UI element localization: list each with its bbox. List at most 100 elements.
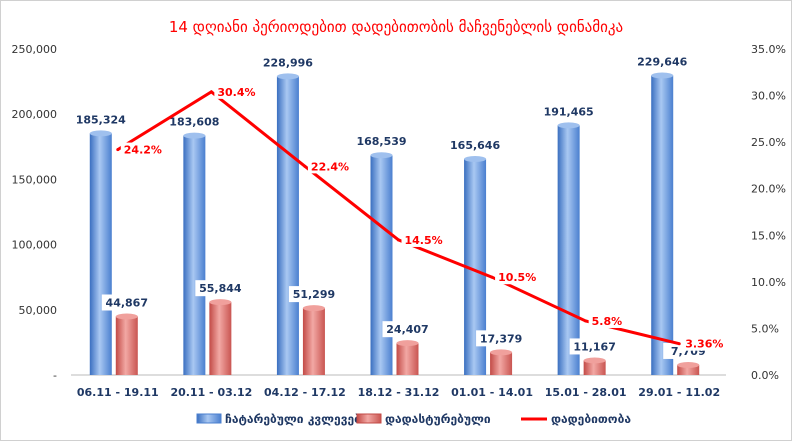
x-tick-label: 18.12 - 31.12 xyxy=(358,386,440,399)
bar-cap xyxy=(276,73,299,80)
data-label-bg xyxy=(307,159,348,174)
positivity-point xyxy=(209,90,213,94)
x-tick-label: 29.01 - 11.02 xyxy=(638,386,720,399)
data-label-bg xyxy=(262,54,313,71)
bar-cap xyxy=(115,313,138,320)
bar-confirmed xyxy=(396,343,419,375)
positivity-point xyxy=(303,164,307,168)
data-label-confirmed: 17,379 xyxy=(480,332,522,345)
y-right-tick-label: 5.0% xyxy=(751,322,779,335)
data-label-tests: 229,646 xyxy=(637,56,687,69)
data-label-positivity: 5.8% xyxy=(592,315,623,328)
data-label-confirmed: 51,299 xyxy=(293,288,335,301)
data-label-bg xyxy=(588,313,629,328)
data-label-bg xyxy=(543,103,594,120)
y-left-tick-label: 100,000 xyxy=(12,239,58,252)
bar-cap xyxy=(209,299,232,306)
y-left-tick-label: 250,000 xyxy=(12,43,58,56)
positivity-point xyxy=(490,275,494,279)
data-label-tests: 165,646 xyxy=(450,139,500,152)
data-label-confirmed: 24,407 xyxy=(386,323,428,336)
bar-cap xyxy=(490,349,513,356)
x-tick-label: 04.12 - 17.12 xyxy=(264,386,346,399)
data-label-positivity: 22.4% xyxy=(311,160,349,173)
data-label-bg xyxy=(214,84,255,99)
positivity-point xyxy=(116,148,120,152)
data-label-tests: 191,465 xyxy=(544,105,594,118)
data-label-tests: 168,539 xyxy=(356,135,406,148)
bar-tests xyxy=(557,125,580,375)
data-label-bg xyxy=(195,280,246,297)
y-left-tick-label: 150,000 xyxy=(12,173,58,186)
y-right-tick-label: 10.0% xyxy=(751,276,786,289)
bar-cap xyxy=(89,130,112,137)
legend-label-tests: ჩატარებული კვლევები xyxy=(225,412,368,426)
y-right-tick-label: 35.0% xyxy=(751,43,786,56)
legend-label-positivity: დადებითობა xyxy=(551,412,631,426)
positivity-point xyxy=(677,342,681,346)
bar-tests xyxy=(183,135,206,375)
x-tick-label: 15.01 - 28.01 xyxy=(545,386,627,399)
data-label-confirmed: 55,844 xyxy=(199,282,242,295)
data-label-bg xyxy=(682,336,723,351)
bar-confirmed xyxy=(115,316,138,375)
bar-cap xyxy=(557,122,580,129)
data-label-bg xyxy=(382,321,433,338)
bar-confirmed xyxy=(302,308,325,375)
bar-confirmed xyxy=(209,302,232,375)
y-right-tick-label: 25.0% xyxy=(751,136,786,149)
bar-confirmed xyxy=(677,364,700,375)
bar-cap xyxy=(651,72,674,79)
data-label-bg xyxy=(120,142,161,157)
bar-tests xyxy=(370,155,393,375)
positivity-point xyxy=(397,238,400,242)
data-label-bg xyxy=(476,330,527,347)
x-tick-label: 01.01 - 14.01 xyxy=(451,386,533,399)
data-label-bg xyxy=(450,136,501,153)
y-left-tick-label: - xyxy=(53,369,57,382)
y-right-tick-label: 20.0% xyxy=(751,183,786,196)
y-right-tick-label: 15.0% xyxy=(751,229,786,242)
data-label-bg xyxy=(169,113,220,130)
data-label-bg xyxy=(495,270,536,285)
bar-cap xyxy=(464,155,487,162)
bar-cap xyxy=(677,361,700,368)
bar-tests xyxy=(464,158,487,375)
bar-cap xyxy=(370,152,393,159)
bar-tests xyxy=(651,75,674,375)
data-label-positivity: 30.4% xyxy=(217,86,255,99)
legend-swatch-confirmed xyxy=(356,413,382,424)
data-label-positivity: 10.5% xyxy=(498,271,536,284)
data-label-confirmed: 44,867 xyxy=(106,296,148,309)
data-label-bg xyxy=(75,111,126,128)
data-label-bg xyxy=(356,133,407,150)
data-label-bg xyxy=(637,53,688,70)
y-left-tick-label: 50,000 xyxy=(19,304,58,317)
data-label-positivity: 24.2% xyxy=(124,144,162,157)
legend-label-confirmed: დადასტურებული xyxy=(385,412,491,426)
y-right-tick-label: 0.0% xyxy=(751,369,779,382)
data-label-bg xyxy=(401,232,442,247)
bar-tests xyxy=(89,133,112,375)
bar-confirmed xyxy=(490,352,513,375)
bar-cap xyxy=(396,340,419,347)
data-label-bg xyxy=(101,294,152,311)
bar-cap xyxy=(583,357,606,364)
chart-title: 14 დღიანი პერიოდებით დადებითობის მაჩვენე… xyxy=(169,18,623,36)
y-left-tick-label: 200,000 xyxy=(12,108,58,121)
bar-confirmed xyxy=(583,360,606,375)
legend: ჩატარებული კვლევები დადასტურებული დადები… xyxy=(196,412,631,426)
bar-tests xyxy=(276,76,299,375)
x-tick-label: 20.11 - 03.12 xyxy=(170,386,252,399)
x-tick-label: 06.11 - 19.11 xyxy=(77,386,159,399)
positivity-point xyxy=(584,319,588,323)
legend-swatch-tests xyxy=(196,413,222,424)
data-label-tests: 228,996 xyxy=(263,56,313,69)
data-label-tests: 185,324 xyxy=(76,113,126,126)
bar-cap xyxy=(302,305,325,312)
data-label-bg xyxy=(569,338,620,355)
data-label-bg xyxy=(288,286,339,303)
bar-cap xyxy=(183,132,206,139)
data-label-tests: 183,608 xyxy=(169,116,219,129)
